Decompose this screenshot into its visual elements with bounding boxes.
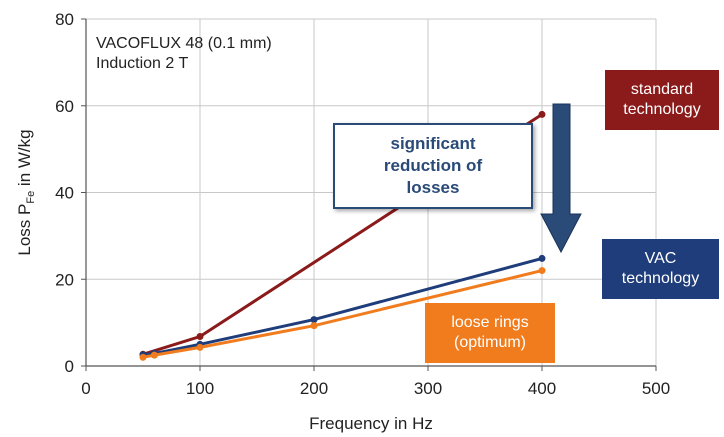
y-tick-label: 0 — [65, 357, 74, 376]
series-point-loose — [310, 322, 318, 330]
standard-label-line1: standard — [630, 81, 694, 98]
vac-label-line2: technology — [621, 270, 700, 287]
loose-rings-label: loose rings (optimum) — [425, 303, 555, 363]
grid — [86, 18, 657, 366]
series-point-standard — [196, 333, 204, 341]
series-point-loose — [139, 353, 147, 361]
y-tick-label: 40 — [55, 184, 74, 203]
series-point-loose — [196, 343, 204, 351]
y-axis-label-unit: in W/kg — [15, 129, 34, 190]
x-tick-label: 300 — [414, 379, 442, 398]
tick-labels: 0 20 40 60 80 0 100 200 300 400 500 — [55, 10, 670, 398]
series-point-loose — [150, 351, 158, 359]
x-tick-label: 100 — [186, 379, 214, 398]
y-tick-label: 20 — [55, 270, 74, 289]
reduction-line2: reduction of — [383, 156, 483, 175]
y-axis-label-main: Loss P — [15, 204, 34, 256]
x-tick-label: 200 — [300, 379, 328, 398]
reduction-arrow — [540, 103, 582, 254]
induction-label: Induction 2 T — [96, 55, 189, 72]
standard-technology-label: standard technology — [605, 70, 719, 130]
y-axis-label-subscript: Fe — [25, 191, 37, 204]
x-tick-label: 0 — [81, 379, 90, 398]
series-point-standard — [538, 110, 546, 118]
y-tick-label: 80 — [55, 10, 74, 29]
material-label: VACOFLUX 48 (0.1 mm) — [96, 35, 272, 52]
y-axis-label: Loss PFe in W/kg — [15, 129, 37, 255]
series-point-vac — [538, 254, 546, 262]
vac-label-line1: VAC — [644, 250, 677, 267]
x-tick-label: 500 — [642, 379, 670, 398]
x-axis-label: Frequency in Hz — [309, 414, 433, 433]
reduction-callout: significant reduction of losses — [333, 123, 533, 209]
arrow-shape — [540, 103, 582, 254]
loose-label-line2: (optimum) — [453, 334, 526, 351]
series-point-loose — [538, 267, 546, 275]
x-tick-label: 400 — [528, 379, 556, 398]
standard-label-line2: technology — [623, 101, 701, 118]
loose-label-line1: loose rings — [451, 314, 529, 331]
y-tick-label: 60 — [55, 97, 74, 116]
series-point-vac — [310, 316, 318, 324]
vac-technology-label: VAC technology — [602, 239, 719, 299]
reduction-line3: losses — [406, 178, 460, 197]
reduction-line1: significant — [390, 134, 476, 153]
material-note: VACOFLUX 48 (0.1 mm) Induction 2 T — [96, 34, 272, 74]
